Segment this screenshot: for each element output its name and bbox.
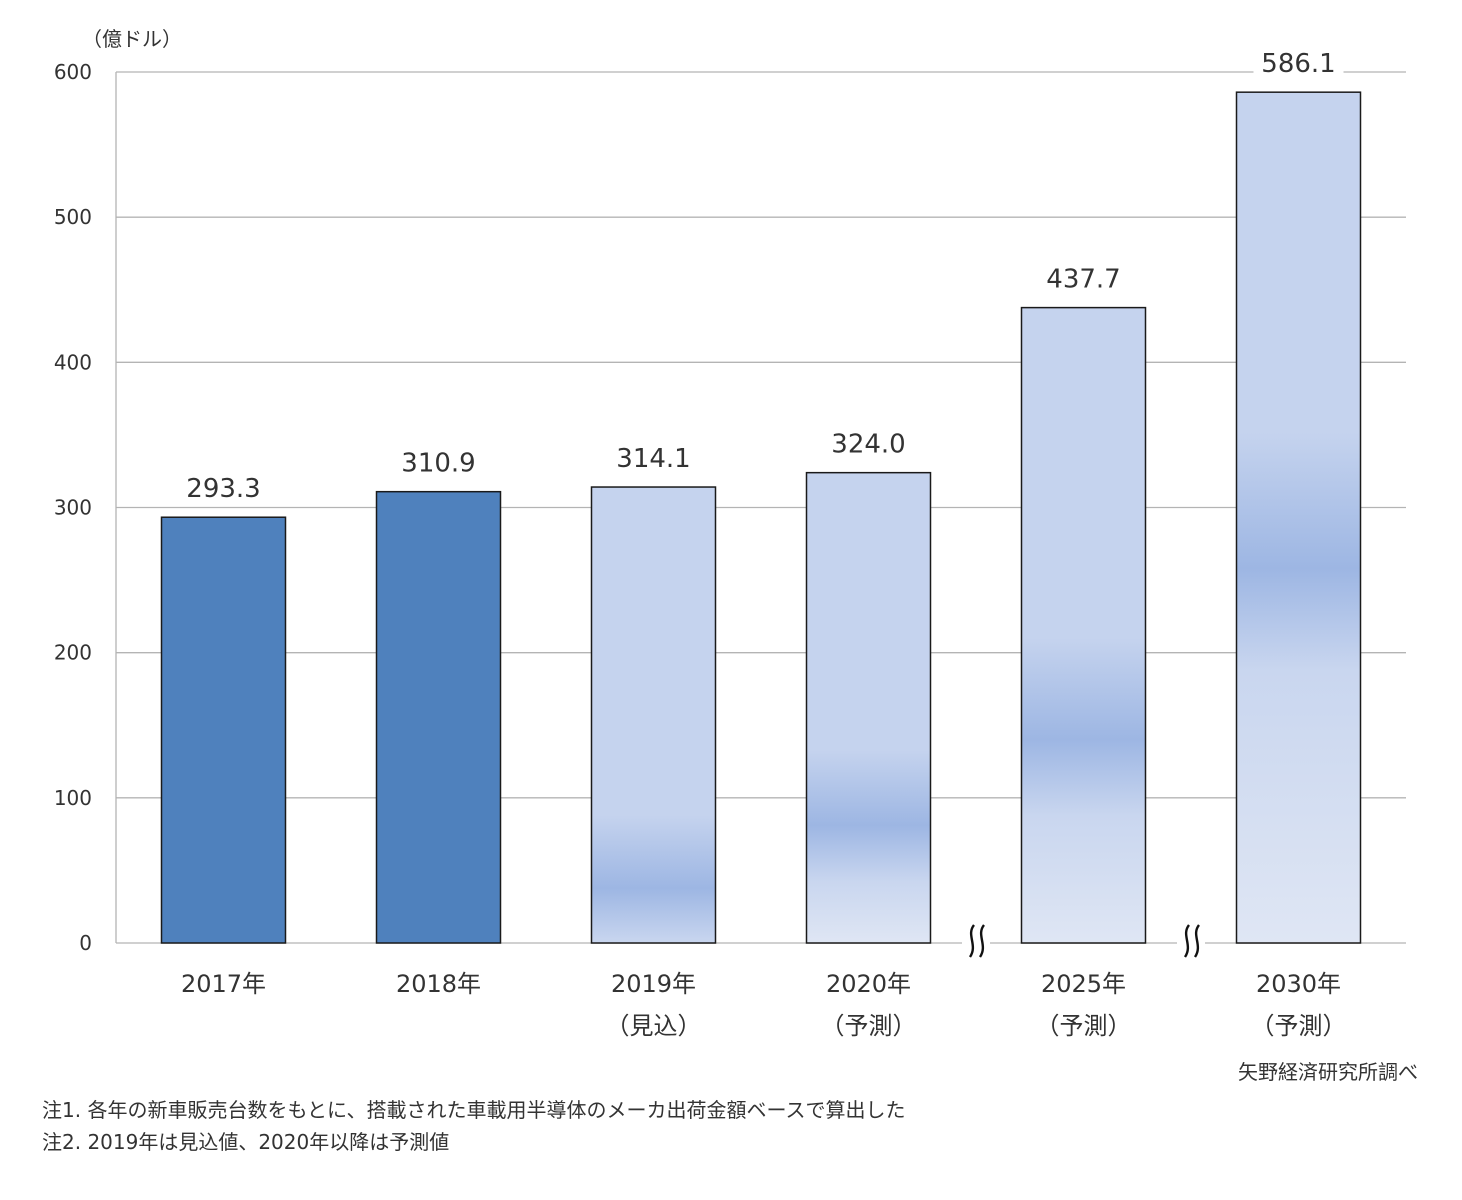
x-axis-categories: 2017年 2018年 2019年 （見込） 2020年 （予測） 2025年 （予測） 203…: [181, 970, 1347, 1040]
axis-break-gap: [1177, 937, 1205, 949]
bar-2017年: [160, 516, 287, 944]
bar-2030年: [1235, 91, 1362, 944]
y-tick-label: 0: [79, 931, 92, 955]
data-label: 586.1: [1261, 49, 1335, 79]
bar-2018年: [375, 490, 502, 944]
axis-break-mark: [978, 924, 986, 958]
gridlines: [115, 71, 1406, 944]
data-label: 437.7: [1046, 265, 1120, 295]
x-category-label: 2025年: [1041, 970, 1126, 998]
bar-2020年: [805, 471, 932, 944]
y-tick-label: 400: [54, 350, 92, 374]
data-labels: 293.3 310.9 314.1 324.0 437.7 586.1: [186, 48, 1344, 504]
y-tick-label: 300: [54, 496, 92, 520]
y-tick-label: 200: [54, 641, 92, 665]
x-category-label: 2018年: [396, 970, 481, 998]
bar-2025年: [1020, 306, 1147, 944]
x-category-note: （予測）: [1251, 1012, 1347, 1040]
data-label: 293.3: [186, 474, 260, 504]
y-axis-unit-label: （億ドル）: [82, 27, 182, 51]
y-tick-label: 500: [54, 205, 92, 229]
axis-break-mark: [1193, 924, 1201, 958]
data-label: 314.1: [616, 444, 690, 474]
footnote-1: 注1. 各年の新車販売台数をもとに、搭載された車載用半導体のメーカ出荷金額ベース…: [42, 1098, 906, 1122]
x-category-note: （見込）: [606, 1012, 702, 1040]
x-category-label: 2019年: [611, 970, 696, 998]
x-category-label: 2030年: [1256, 970, 1341, 998]
y-tick-label: 600: [54, 60, 92, 84]
y-axis-ticks: 0 100 200 300 400 500 600: [54, 60, 92, 955]
data-label: 324.0: [831, 430, 905, 460]
bars: [160, 91, 1362, 944]
data-label: 310.9: [401, 449, 475, 479]
y-tick-label: 100: [54, 786, 92, 810]
source-credit: 矢野経済研究所調べ: [1238, 1060, 1418, 1084]
data-label-background: [1253, 48, 1344, 81]
axis-break-mark: [1183, 924, 1191, 958]
axis-break-mark: [968, 924, 976, 958]
x-category-note: （予測）: [1036, 1012, 1132, 1040]
x-category-note: （予測）: [821, 1012, 917, 1040]
bar-2019年: [590, 486, 717, 944]
footnote-2: 注2. 2019年は見込値、2020年以降は予測値: [42, 1130, 450, 1154]
axis-breaks: [962, 924, 1205, 958]
x-category-label: 2017年: [181, 970, 266, 998]
axis-break-gap: [962, 937, 990, 949]
x-category-label: 2020年: [826, 970, 911, 998]
